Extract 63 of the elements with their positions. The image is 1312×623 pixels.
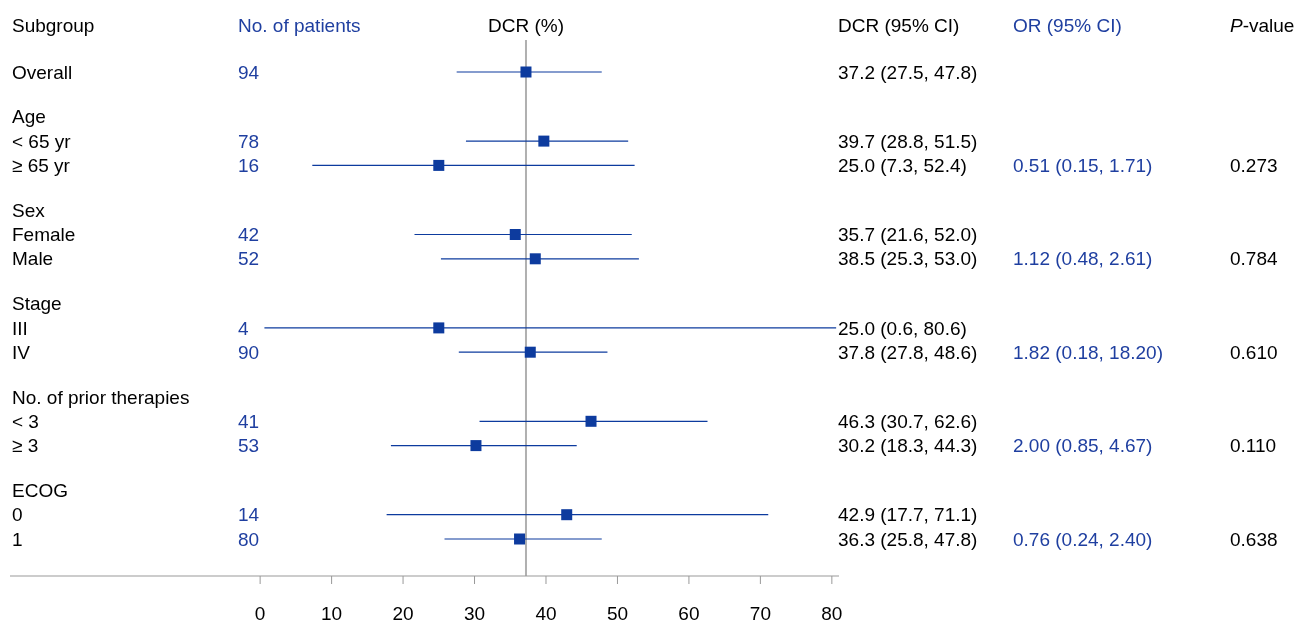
x-tick-label: 80 xyxy=(821,602,843,623)
text: 0.784 xyxy=(1230,248,1278,270)
annotation: 30.2 (18.3, 44.3) xyxy=(838,435,978,457)
annotation: 25.0 (7.3, 52.4) xyxy=(838,155,967,177)
annotation: 42 xyxy=(238,224,260,246)
annotation: 37.2 (27.5, 47.8) xyxy=(838,61,978,83)
text: No. of patients xyxy=(238,14,361,36)
annotation: 37.8 (27.8, 48.6) xyxy=(838,341,978,363)
y-tick-label: IV xyxy=(12,341,31,363)
text: 0.76 (0.24, 2.40) xyxy=(1013,528,1153,550)
annotation: 4 xyxy=(238,317,249,339)
y-axis-title: Subgroup xyxy=(12,14,95,36)
annotation: 35.7 (21.6, 52.0) xyxy=(838,224,978,246)
x-tick-label: 30 xyxy=(463,602,486,623)
y-tick-label: 1 xyxy=(12,528,23,550)
annotation: 25.0 (0.6, 80.6) xyxy=(838,317,967,339)
text: P-value xyxy=(1230,14,1295,36)
y-tick-label: Female xyxy=(12,224,76,246)
text: 0.110 xyxy=(1230,435,1277,457)
y-tick-label: Male xyxy=(12,248,54,270)
annotation: 16 xyxy=(238,155,260,177)
x-axis-title: DCR (%) xyxy=(487,14,564,36)
y-tick-label: No. of prior therapies xyxy=(12,386,190,408)
annotation: 53 xyxy=(238,435,260,457)
x-tick-label: 70 xyxy=(749,602,771,623)
annotation: 80 xyxy=(238,528,260,550)
text: 0.638 xyxy=(1230,528,1278,550)
y-tick-label: Age xyxy=(12,106,46,128)
x-tick-label: 10 xyxy=(321,602,343,623)
text: 0.51 (0.15, 1.71) xyxy=(1013,155,1153,177)
annotation: 46.3 (30.7, 62.6) xyxy=(838,410,978,432)
y-tick-label: Overall xyxy=(12,61,73,83)
x-tick-label: 40 xyxy=(535,602,557,623)
annotation: 42.9 (17.7, 71.1) xyxy=(838,504,978,526)
y-tick-label: III xyxy=(12,317,28,339)
annotation: 41 xyxy=(238,410,260,432)
annotation: 94 xyxy=(238,61,260,83)
y-tick-label: < 3 xyxy=(12,410,39,432)
x-tick-label: 60 xyxy=(678,602,700,623)
annotation: 14 xyxy=(238,504,260,526)
text: OR (95% CI) xyxy=(1013,14,1122,36)
text: 2.00 (0.85, 4.67) xyxy=(1013,435,1153,457)
y-tick-label: 0 xyxy=(12,504,23,526)
annotation: 39.7 (28.8, 51.5) xyxy=(838,130,978,152)
annotation: 52 xyxy=(238,248,260,270)
x-tick-label: 20 xyxy=(392,602,414,623)
y-tick-label: ≥ 3 xyxy=(12,435,39,457)
text: DCR (95% CI) xyxy=(838,14,960,36)
annotation: 90 xyxy=(238,341,260,363)
annotation: 78 xyxy=(238,130,260,152)
y-tick-label: ECOG xyxy=(12,480,68,502)
x-tick-label: 50 xyxy=(606,602,629,623)
y-tick-label: Stage xyxy=(12,293,62,315)
text: 1.12 (0.48, 2.61) xyxy=(1013,248,1153,270)
y-tick-label: ≥ 65 yr xyxy=(12,155,71,177)
annotation: 38.5 (25.3, 53.0) xyxy=(838,248,978,270)
x-tick-label: 0 xyxy=(254,602,266,623)
text: 1.82 (0.18, 18.20) xyxy=(1013,341,1163,363)
text: 0.273 xyxy=(1230,155,1278,177)
y-tick-label: Sex xyxy=(12,199,46,221)
y-tick-label: < 65 yr xyxy=(12,130,72,152)
annotation: 36.3 (25.8, 47.8) xyxy=(838,528,978,550)
text: 0.610 xyxy=(1230,341,1278,363)
